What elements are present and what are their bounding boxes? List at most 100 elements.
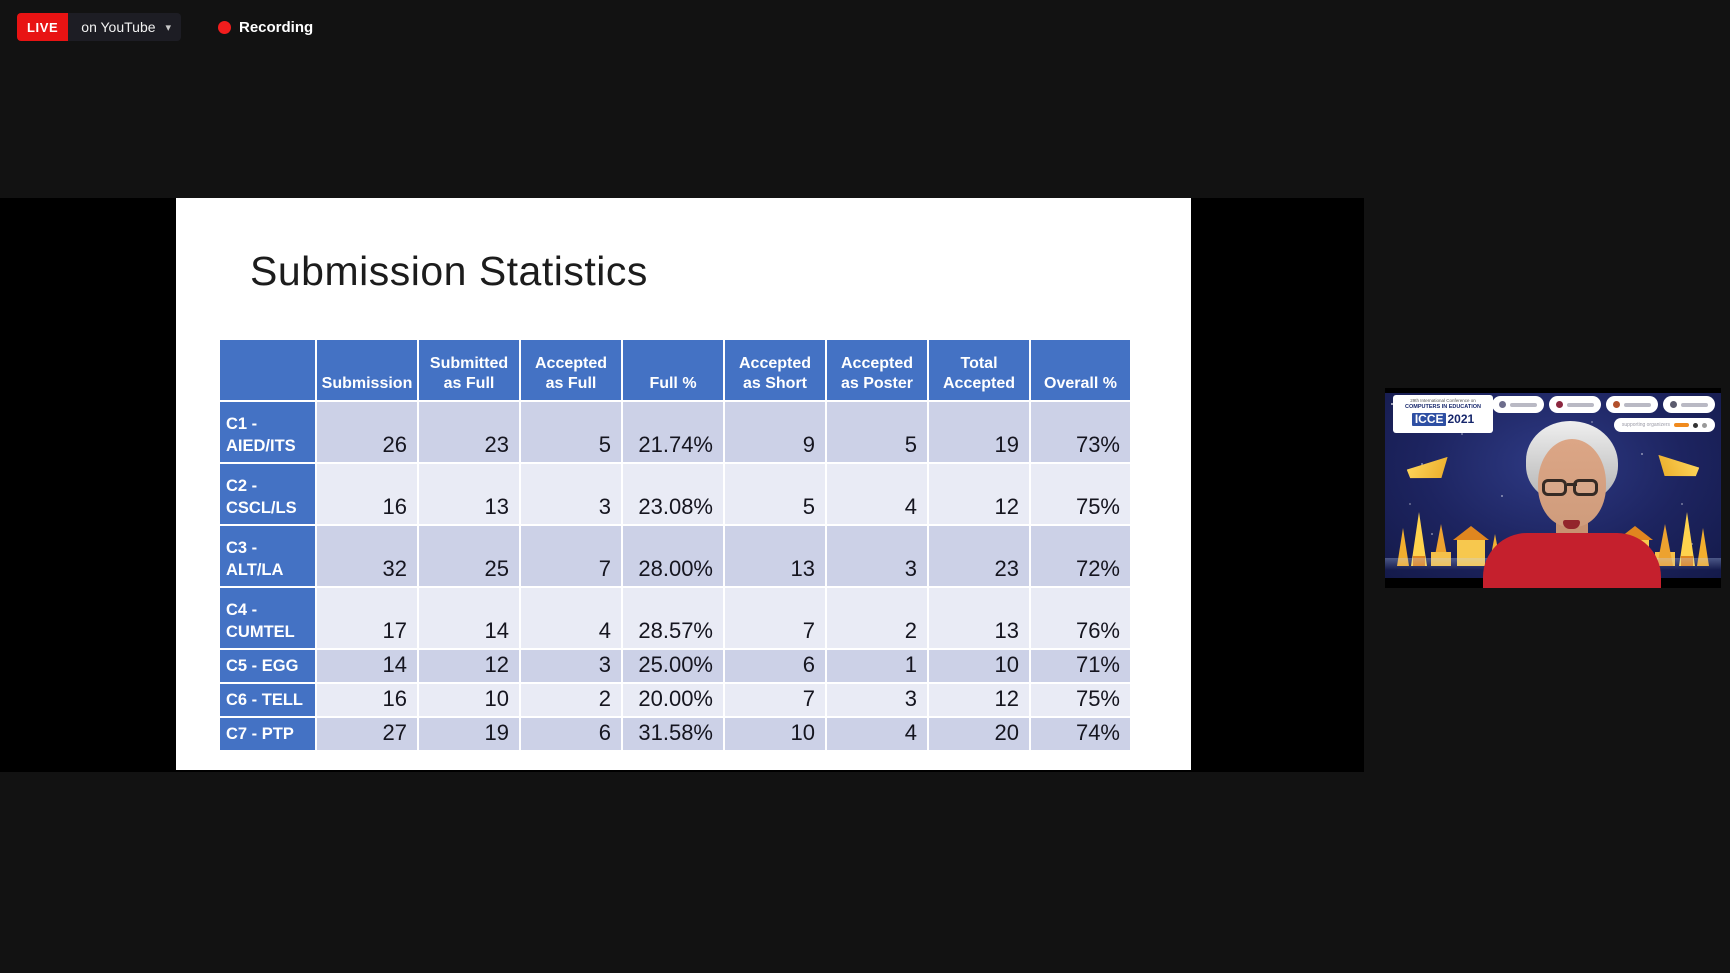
table-row: C1 - AIED/ITS 26 23 5 21.74% 9 5 19 73% [218, 400, 1132, 464]
glasses-bridge [1567, 483, 1577, 486]
screen-share-region: Submission Statistics Submission Submitt… [0, 198, 1364, 772]
row-header: C3 - ALT/LA [218, 524, 317, 588]
stat-cell: 16 [315, 682, 419, 718]
stat-cell: 20 [927, 716, 1031, 752]
stat-cell: 31.58% [621, 716, 725, 752]
recording-label: Recording [239, 18, 314, 36]
stat-cell: 19 [927, 400, 1031, 464]
stat-cell: 23 [927, 524, 1031, 588]
stat-cell: 76% [1029, 586, 1132, 650]
glasses-lens [1573, 479, 1598, 496]
supporting-organizers-pill: supporting organizers [1613, 418, 1715, 432]
stat-cell: 4 [519, 586, 623, 650]
stat-cell: 7 [519, 524, 623, 588]
stat-cell: 3 [825, 524, 929, 588]
gold-flag-icon [1406, 457, 1450, 485]
partner-logo-mark [1613, 401, 1620, 408]
supporter-logo-dot [1702, 422, 1707, 428]
submission-stats-table: Submission Submitted as Full Accepted as… [218, 338, 1132, 752]
stat-cell: 73% [1029, 400, 1132, 464]
row-header: C4 - CUMTEL [218, 586, 317, 650]
column-header: Accepted as Short [723, 338, 827, 402]
conference-logo-badge: 29th International Conference on COMPUTE… [1393, 395, 1493, 433]
partner-logos-row [1492, 396, 1715, 413]
icce-logo-text: ICCE [1411, 412, 1447, 427]
column-header: Accepted as Full [519, 338, 623, 402]
stat-cell: 6 [723, 648, 827, 684]
stat-cell: 2 [825, 586, 929, 650]
presentation-slide: Submission Statistics Submission Submitt… [176, 198, 1191, 770]
supporter-logo-dot [1693, 422, 1698, 428]
stat-cell: 3 [519, 648, 623, 684]
gold-flag-icon [1656, 455, 1700, 483]
stat-cell: 4 [825, 462, 929, 526]
live-platform-label: on YouTube ▾ [68, 13, 182, 41]
stat-cell: 75% [1029, 682, 1132, 718]
table-row: C5 - EGG 14 12 3 25.00% 6 1 10 71% [218, 648, 1132, 684]
stat-cell: 25 [417, 524, 521, 588]
stat-cell: 25.00% [621, 648, 725, 684]
stat-cell: 14 [315, 648, 419, 684]
live-on-youtube-control[interactable]: LIVE on YouTube ▾ [17, 13, 182, 41]
partner-logo-pill [1549, 396, 1601, 413]
sparkles-decoration [1391, 403, 1393, 405]
partner-logo-mark [1499, 401, 1506, 408]
stat-cell: 13 [723, 524, 827, 588]
row-header: C1 - AIED/ITS [218, 400, 317, 464]
table-row: C7 - PTP 27 19 6 31.58% 10 4 20 74% [218, 716, 1132, 752]
stat-cell: 7 [723, 682, 827, 718]
column-header: Submitted as Full [417, 338, 521, 402]
stat-cell: 5 [519, 400, 623, 464]
glasses-icon [1542, 479, 1602, 497]
stat-cell: 9 [723, 400, 827, 464]
stat-cell: 10 [927, 648, 1031, 684]
supporting-organizers-label: supporting organizers [1621, 422, 1670, 428]
icce-logo-year: 2021 [1447, 411, 1475, 426]
stat-cell: 3 [825, 682, 929, 718]
partner-logo-mark [1670, 401, 1677, 408]
partner-logo-text [1624, 402, 1651, 407]
webcam-thumbnail[interactable]: 29th International Conference on COMPUTE… [1385, 388, 1721, 588]
partner-logo-text [1510, 402, 1537, 407]
stat-cell: 19 [417, 716, 521, 752]
column-header: Overall % [1029, 338, 1132, 402]
stat-cell: 28.57% [621, 586, 725, 650]
stat-cell: 72% [1029, 524, 1132, 588]
conference-name-line1: 29th International Conference on [1410, 398, 1476, 403]
stat-cell: 27 [315, 716, 419, 752]
stat-cell: 71% [1029, 648, 1132, 684]
presenter-mouth [1563, 520, 1580, 529]
header-row: Submission Submitted as Full Accepted as… [218, 338, 1132, 402]
temple-skyline-left [1397, 512, 1517, 566]
stat-cell: 12 [417, 648, 521, 684]
recording-dot-icon [218, 20, 231, 34]
column-header [218, 338, 317, 402]
partner-logo-pill [1606, 396, 1658, 413]
stat-cell: 23 [417, 400, 521, 464]
stat-cell: 5 [723, 462, 827, 526]
stat-cell: 32 [315, 524, 419, 588]
stat-cell: 13 [417, 462, 521, 526]
partner-logo-pill [1492, 396, 1544, 413]
stat-cell: 13 [927, 586, 1031, 650]
glasses-lens [1542, 479, 1567, 496]
row-header: C2 - CSCL/LS [218, 462, 317, 526]
stat-cell: 2 [519, 682, 623, 718]
slide-title: Submission Statistics [250, 248, 648, 294]
live-badge: LIVE [17, 13, 69, 41]
table-row: C4 - CUMTEL 17 14 4 28.57% 7 2 13 76% [218, 586, 1132, 650]
column-header: Submission [315, 338, 419, 402]
chevron-down-icon[interactable]: ▾ [165, 21, 172, 34]
column-header: Full % [621, 338, 725, 402]
stat-cell: 7 [723, 586, 827, 650]
stat-cell: 74% [1029, 716, 1132, 752]
table-row: C6 - TELL 16 10 2 20.00% 7 3 12 75% [218, 682, 1132, 718]
column-header: Total Accepted [927, 338, 1031, 402]
row-header: C5 - EGG [218, 648, 317, 684]
stat-cell: 23.08% [621, 462, 725, 526]
partner-logo-mark [1556, 401, 1563, 408]
stat-cell: 75% [1029, 462, 1132, 526]
stat-cell: 14 [417, 586, 521, 650]
stat-cell: 10 [417, 682, 521, 718]
stat-cell: 17 [315, 586, 419, 650]
